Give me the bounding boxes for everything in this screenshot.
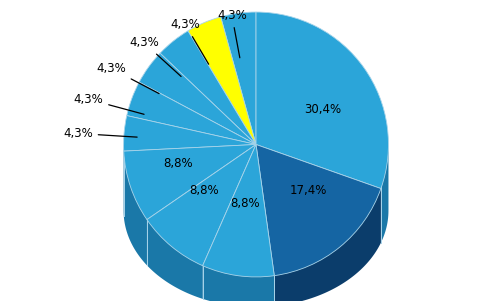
Wedge shape [202,144,274,277]
Wedge shape [124,144,256,220]
Text: 4,3%: 4,3% [96,62,159,94]
Text: 4,3%: 4,3% [217,9,247,58]
Polygon shape [381,144,388,243]
Text: 8,8%: 8,8% [164,157,193,170]
Text: 4,3%: 4,3% [74,93,144,114]
Text: 4,3%: 4,3% [170,18,208,64]
Polygon shape [202,233,274,301]
Wedge shape [124,116,256,151]
Wedge shape [127,82,256,144]
Wedge shape [256,12,388,188]
Text: 17,4%: 17,4% [290,184,327,197]
Text: 4,3%: 4,3% [130,36,181,76]
Wedge shape [256,144,381,276]
Polygon shape [274,177,381,301]
Wedge shape [188,17,256,144]
Text: 8,8%: 8,8% [230,197,260,210]
Text: 4,3%: 4,3% [63,127,137,140]
Wedge shape [139,53,256,144]
Text: 30,4%: 30,4% [304,104,342,116]
Text: 8,8%: 8,8% [189,184,218,197]
Polygon shape [147,199,203,299]
Wedge shape [220,12,256,144]
Polygon shape [124,149,147,265]
Wedge shape [147,144,256,266]
Wedge shape [160,31,256,144]
